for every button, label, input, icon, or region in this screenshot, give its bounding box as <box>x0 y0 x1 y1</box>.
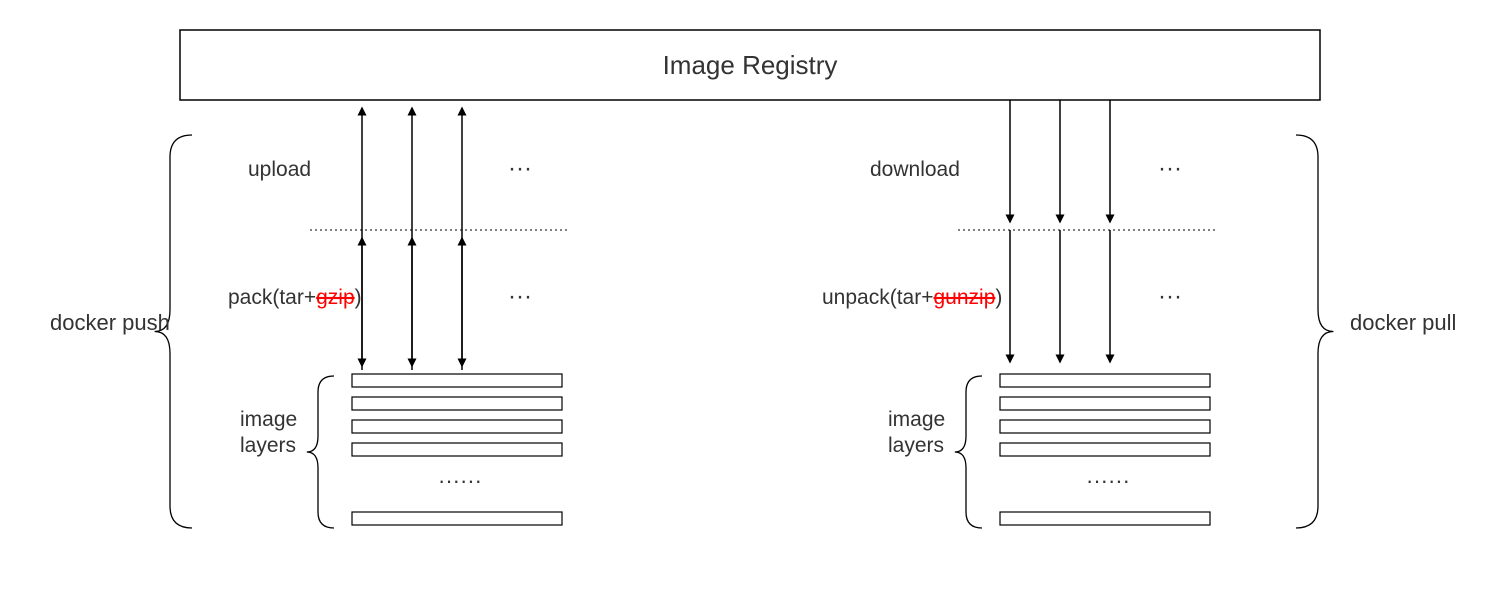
ellipsis: ··· <box>508 283 532 310</box>
pull-brace <box>1296 135 1333 528</box>
image-layer-rect <box>352 512 562 525</box>
pull-layers-brace <box>955 376 982 528</box>
image-layer-rect <box>1000 420 1210 433</box>
layers-ellipsis: ······ <box>1086 468 1130 493</box>
docker-pull-label: docker pull <box>1350 310 1456 335</box>
image-layers-label-2: layers <box>888 434 944 457</box>
layers-ellipsis: ······ <box>438 468 482 493</box>
download-label: download <box>870 158 960 181</box>
image-layers-label-2: layers <box>240 434 296 457</box>
image-layer-rect <box>1000 397 1210 410</box>
image-layer-rect <box>352 420 562 433</box>
image-layer-rect <box>1000 512 1210 525</box>
image-layer-rect <box>1000 443 1210 456</box>
pack-label: pack(tar+gzip) <box>228 286 362 309</box>
image-layer-rect <box>352 397 562 410</box>
image-layer-rect <box>352 443 562 456</box>
ellipsis: ··· <box>1158 155 1182 182</box>
image-layers-label-1: image <box>240 408 297 431</box>
push-layers-brace <box>307 376 334 528</box>
ellipsis: ··· <box>508 155 532 182</box>
image-layer-rect <box>352 374 562 387</box>
ellipsis: ··· <box>1158 283 1182 310</box>
unpack-label: unpack(tar+gunzip) <box>822 286 1002 309</box>
image-layers-label-1: image <box>888 408 945 431</box>
upload-label: upload <box>248 158 311 181</box>
image-registry-label: Image Registry <box>663 50 838 80</box>
image-layer-rect <box>1000 374 1210 387</box>
docker-push-label: docker push <box>50 310 170 335</box>
